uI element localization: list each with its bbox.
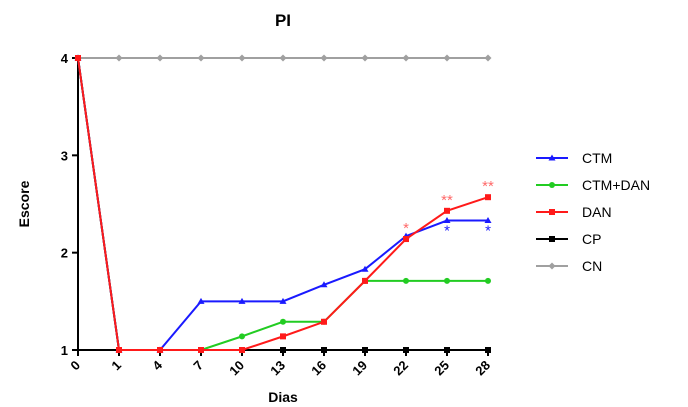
x-tick-label-7: 19 [349,358,370,379]
annotation-2: ** [482,178,494,195]
annotation-0: * [403,220,409,237]
point-ctm-10 [484,217,492,224]
point-dan-1 [116,347,122,353]
point-dan-10 [485,194,491,201]
legend-marker-dan [549,209,555,215]
point-ctm-5 [279,297,287,304]
legend-label-dan: DAN [582,204,612,220]
legend-item-cn: CN [536,258,602,274]
x-tick-label-8: 22 [390,358,411,379]
point-ctm-6 [320,281,328,288]
series-dan [75,55,491,353]
y-tick-label-2: 3 [61,148,68,163]
x-tick-label-2: 4 [149,357,165,373]
series-line-cp [77,57,488,351]
legend-marker-cp [549,236,555,242]
point-cn-10 [484,54,492,62]
point-dan-3 [198,347,204,353]
legend-item-ctm: CTM [536,150,612,166]
y-axis-label: Escore [16,180,32,227]
annotation-layer: ****** * [403,178,494,239]
point-cn-1 [115,54,123,62]
point-dan-0 [75,55,81,61]
point-cn-2 [156,54,164,62]
series-line-ctm-dan [77,57,488,351]
x-tick-label-4: 10 [226,358,247,379]
point-ctm-dan-4 [239,333,245,340]
point-cp-6 [321,347,327,353]
y-tick-label-3: 4 [61,51,69,66]
point-dan-9 [444,207,450,214]
x-tick-label-1: 1 [108,358,124,374]
x-tick-label-6: 16 [308,358,329,379]
series-line-ctm [77,57,488,351]
point-cn-8 [402,54,410,62]
x-axis-label: Dias [268,389,298,405]
series-line-dan [77,57,489,351]
x-tick-label-0: 0 [67,358,83,374]
point-ctm-9 [443,217,451,224]
point-cn-6 [320,54,328,62]
chart-title: PI [275,11,291,30]
point-cn-4 [238,54,246,62]
point-cp-9 [444,347,450,353]
point-ctm-dan-8 [403,277,409,284]
legend-label-cp: CP [582,231,601,247]
legend-label-ctm: CTM [582,150,612,166]
x-tick-label-10: 28 [472,358,493,379]
point-ctm-3 [197,297,205,304]
point-cp-5 [280,347,286,353]
annotation-4: * [485,223,491,240]
point-dan-8 [403,236,409,243]
point-dan-6 [321,318,327,325]
point-cp-8 [403,347,409,353]
annotation-3: * [444,223,450,240]
x-tick-label-3: 7 [190,358,206,374]
legend-label-cn: CN [582,258,602,274]
legend-item-ctm-dan: CTM+DAN [536,177,650,193]
legend: CTM CTM+DAN DAN CP CN [536,150,650,274]
legend-marker-ctm-dan [549,182,555,188]
point-dan-5 [280,333,286,340]
legend-item-cp: CP [536,231,601,247]
legend-marker-ctm [548,154,556,161]
point-ctm-dan-9 [444,277,450,284]
point-cn-3 [197,54,205,62]
point-cn-5 [279,54,287,62]
point-ctm-dan-5 [280,318,286,325]
x-tick-label-5: 13 [267,358,288,379]
point-ctm-7 [361,265,369,272]
point-dan-2 [157,347,163,353]
x-tick-label-9: 25 [431,358,452,379]
legend-item-dan: DAN [536,204,612,220]
point-dan-4 [239,347,245,353]
legend-marker-cn [548,262,556,270]
series-ctm [74,54,492,353]
point-ctm-4 [238,297,246,304]
point-cn-7 [361,54,369,62]
series-cp [75,55,491,353]
point-cp-10 [485,347,491,353]
point-ctm-dan-10 [485,277,491,284]
point-cp-7 [362,347,368,353]
annotation-1: ** [441,192,453,209]
point-dan-7 [362,277,368,284]
y-tick-label-0: 1 [61,343,68,358]
series-layer [74,54,492,353]
series-ctm-dan [75,55,491,353]
point-cn-9 [443,54,451,62]
legend-label-ctm-dan: CTM+DAN [582,177,650,193]
series-cn [74,54,492,62]
y-tick-label-1: 2 [61,246,68,261]
